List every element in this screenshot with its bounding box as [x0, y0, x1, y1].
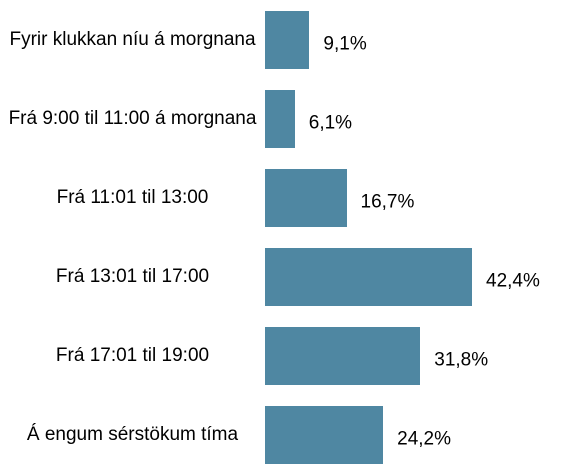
- category-label: Frá 13:01 til 17:00: [55, 266, 210, 287]
- category-label: Frá 11:01 til 13:00: [56, 187, 209, 208]
- value-label: 16,7%: [360, 191, 415, 213]
- value-label: 6,1%: [308, 112, 353, 134]
- bar: [265, 169, 347, 227]
- value-label: 9,1%: [323, 33, 367, 55]
- bar: [265, 327, 421, 385]
- category-label: Á engum sérstökum tíma: [26, 424, 239, 445]
- category-label: Fyrir klukkan níu á morgnana: [9, 29, 256, 50]
- category-label: Frá 9:00 til 11:00 á morgnana: [8, 108, 257, 129]
- bar: [265, 248, 472, 306]
- value-label: 24,2%: [397, 428, 452, 450]
- bar: [265, 406, 384, 464]
- bar: [265, 11, 310, 69]
- category-label: Frá 17:01 til 19:00: [55, 345, 210, 366]
- value-label: 31,8%: [434, 349, 489, 371]
- value-label: 42,4%: [486, 270, 540, 292]
- bar: [265, 90, 295, 148]
